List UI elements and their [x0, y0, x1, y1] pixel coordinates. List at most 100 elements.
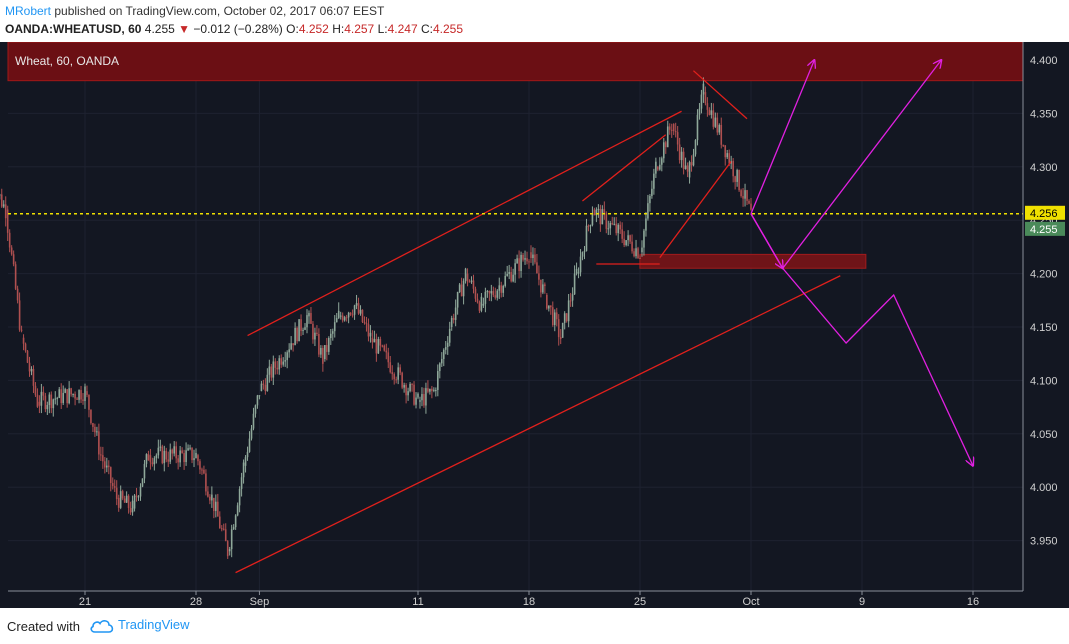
candle-body — [167, 459, 170, 462]
candle-body — [546, 294, 548, 309]
candle-body — [615, 223, 618, 234]
candle-body — [498, 285, 501, 291]
candle-body — [666, 126, 669, 148]
candle-body — [203, 469, 205, 474]
close-value: 4.255 — [432, 22, 463, 36]
candle-body — [80, 390, 82, 400]
candle-body — [450, 317, 453, 327]
candle-body — [746, 190, 748, 201]
candle-body — [672, 124, 675, 132]
candle-body — [328, 338, 330, 352]
candle-body — [72, 393, 74, 395]
candle-body — [193, 458, 195, 461]
candle-body — [561, 322, 564, 338]
candle-body — [240, 477, 243, 489]
low-value: 4.247 — [387, 22, 418, 36]
candle-body — [107, 465, 110, 468]
candle-body — [36, 394, 39, 407]
candle-body — [589, 225, 592, 227]
candle-body — [379, 339, 382, 346]
candle-body — [389, 362, 392, 373]
candle-body — [573, 273, 576, 295]
candle-body — [60, 389, 63, 404]
candle-body — [326, 345, 328, 352]
symbol-label[interactable]: OANDA:WHEATUSD, 60 — [5, 22, 142, 36]
candle-body — [351, 314, 354, 316]
candle-body — [655, 161, 657, 174]
candle-body — [720, 124, 723, 145]
candle-body — [28, 362, 31, 372]
candle-body — [427, 388, 429, 392]
candle-body — [213, 497, 215, 511]
candle-body — [712, 110, 715, 127]
candle-body — [0, 194, 3, 207]
candle-body — [189, 447, 191, 449]
candle-body — [272, 361, 275, 378]
candle-body — [706, 103, 709, 110]
author-link[interactable]: MRobert — [5, 4, 52, 18]
candle-body — [373, 339, 376, 343]
candle-body — [254, 405, 257, 414]
candle-body — [460, 284, 463, 297]
candle-body — [276, 367, 279, 370]
candle-body — [274, 361, 277, 368]
candle-body — [678, 144, 681, 161]
price-chart[interactable]: 4.4004.3504.3004.2504.2004.1504.1004.050… — [0, 41, 1069, 608]
candle-body — [750, 203, 752, 210]
candle-body — [145, 454, 148, 464]
candle-body — [320, 347, 322, 355]
candle-body — [593, 209, 596, 216]
candle-body — [508, 272, 510, 274]
x-tick-label: 21 — [79, 596, 91, 608]
candle-body — [163, 450, 166, 464]
candle-body — [591, 214, 594, 226]
candle-body — [157, 447, 160, 456]
candle-body — [260, 383, 263, 392]
candle-body — [238, 488, 241, 506]
candle-body — [111, 483, 114, 487]
y-tick-label: 4.350 — [1030, 108, 1058, 120]
quote-line: OANDA:WHEATUSD, 60 4.255 ▼ −0.012 (−0.28… — [5, 22, 463, 36]
x-tick-label: Sep — [250, 596, 270, 608]
candle-body — [664, 142, 667, 148]
grid — [8, 42, 1023, 591]
candle-body — [619, 224, 621, 230]
candle-body — [86, 391, 88, 395]
candle-body — [127, 495, 130, 509]
candle-body — [106, 465, 108, 468]
candle-body — [199, 461, 201, 470]
candle-body — [0, 194, 1, 196]
chart-area[interactable]: 4.400 4.350 4.300 4.250 4.200 4.150 4.100 4.050… — [0, 41, 1069, 608]
candle-body — [488, 290, 491, 294]
candle-body — [98, 431, 100, 455]
candle-body — [692, 154, 695, 166]
candle-body — [557, 319, 560, 338]
candle-body — [661, 158, 663, 165]
current-price-label-bg — [1025, 205, 1065, 220]
candle-body — [490, 291, 493, 294]
candle-body — [629, 235, 631, 242]
candle-body — [534, 254, 536, 263]
candle-body — [201, 469, 203, 471]
candle-body — [324, 345, 326, 360]
candle-body — [456, 292, 459, 308]
candle-body — [464, 268, 467, 281]
candle-body — [10, 247, 13, 255]
candle-body — [377, 339, 380, 354]
candle-body — [282, 361, 285, 365]
candle-body — [6, 209, 9, 233]
candle-body — [298, 319, 300, 342]
candle-body — [161, 446, 164, 464]
candle-body — [113, 486, 116, 488]
candle-body — [109, 467, 112, 484]
candle-body — [742, 196, 744, 199]
candle-body — [516, 258, 518, 264]
candle-body — [278, 358, 281, 370]
y-tick-label: 4.200 — [1030, 269, 1058, 281]
candle-body — [409, 383, 411, 392]
axes: 4.4004.3504.3004.2504.2004.1504.1004.050… — [8, 42, 1065, 608]
candle-body — [442, 349, 445, 359]
candle-body — [284, 360, 286, 362]
candle-body — [337, 310, 340, 319]
tradingview-link[interactable]: TradingView — [90, 617, 190, 633]
